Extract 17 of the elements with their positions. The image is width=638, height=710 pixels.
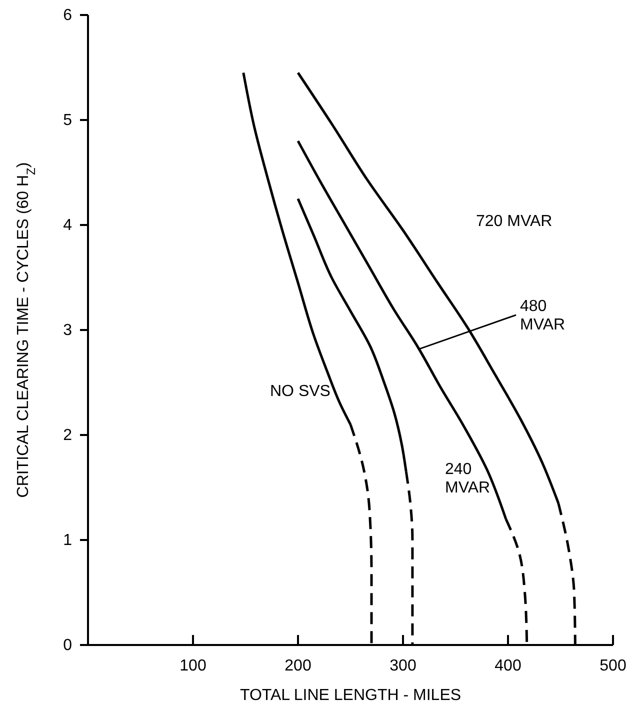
annotation: 480 MVAR (520, 298, 566, 334)
x-tick-label: 500 (600, 657, 626, 674)
y-tick-label: 5 (63, 112, 72, 130)
y-tick-label: 0 (63, 637, 72, 654)
y-tick-label: 2 (63, 427, 72, 444)
y-tick-label: 4 (63, 217, 72, 234)
annotation: 720 MVAR (476, 213, 552, 230)
annotation: NO SVS (270, 383, 330, 400)
x-tick-label: 300 (390, 657, 416, 674)
y-tick-label: 6 (63, 7, 72, 24)
x-tick-label: 200 (284, 657, 312, 674)
x-tick-label: 100 (180, 657, 206, 674)
x-axis-title: TOTAL LINE LENGTH - MILES (240, 687, 462, 704)
y-tick-label: 1 (63, 532, 72, 550)
annotation: 240 MVAR (445, 461, 490, 496)
y-tick-label: 3 (63, 322, 72, 340)
x-tick-label: 400 (494, 657, 522, 674)
